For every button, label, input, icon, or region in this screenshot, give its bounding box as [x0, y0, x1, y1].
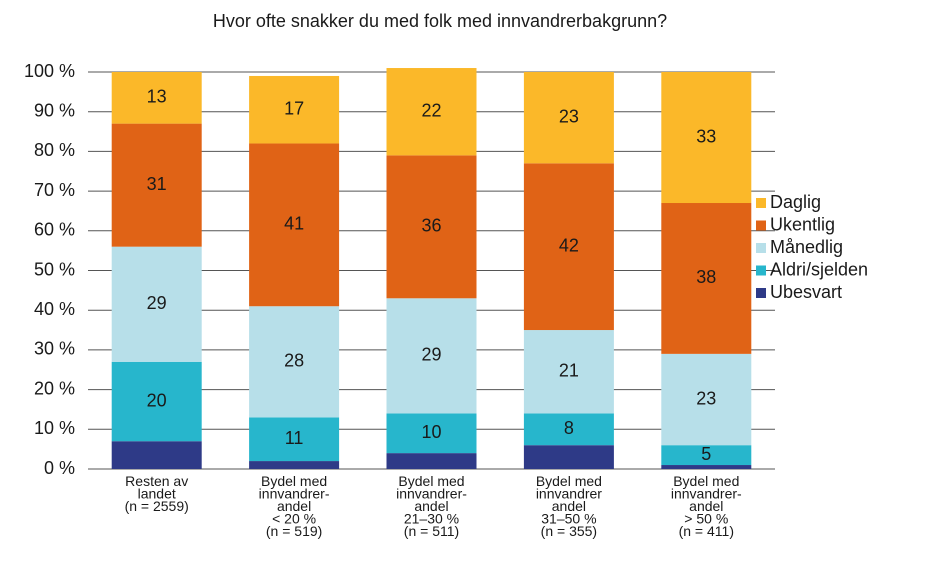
data-label: 8 [564, 418, 574, 438]
data-label: 10 [421, 422, 441, 442]
bar-segment [523, 445, 614, 469]
bar-segment [249, 417, 340, 462]
y-tick-label: 30 % [34, 339, 75, 359]
data-label: 21 [559, 360, 579, 380]
legend-swatch [756, 288, 766, 298]
bar-segment [249, 306, 340, 418]
bar-segment [111, 441, 202, 469]
bar-segment [249, 461, 340, 469]
legend-label: Månedlig [770, 237, 843, 257]
legend-swatch [756, 243, 766, 253]
bar-segment [661, 72, 752, 204]
legend-swatch [756, 220, 766, 231]
bar-segment [386, 155, 477, 299]
y-tick-label: 50 % [34, 259, 75, 279]
data-label: 31 [147, 174, 167, 194]
bar-segment [523, 72, 614, 164]
data-label: 23 [696, 388, 716, 408]
legend-swatch [756, 265, 766, 276]
x-tick-label: Bydel med innvandrer-andel < 20 % (n = 519) [259, 473, 330, 539]
bar-segment [111, 361, 202, 442]
data-label: 17 [284, 98, 304, 118]
legend-label: Aldri/sjelden [770, 259, 868, 279]
y-tick-label: 40 % [34, 299, 75, 319]
legend-label: Ubesvart [770, 282, 842, 302]
bar-segment [249, 75, 340, 144]
y-tick-label: 100 % [24, 61, 75, 81]
data-label: 28 [284, 351, 304, 371]
legend-label: Ukentlig [770, 214, 835, 234]
y-tick-label: 70 % [34, 180, 75, 200]
bar-segment [111, 246, 202, 362]
x-tick-label: Bydel med innvandrer-andel > 50 % (n = 411) [671, 473, 742, 539]
data-label: 42 [559, 235, 579, 255]
data-label: 41 [284, 214, 304, 234]
chart-title: Hvor ofte snakker du med folk med innvan… [213, 11, 667, 31]
data-label: 29 [147, 293, 167, 313]
bar-segment [661, 445, 752, 466]
bar-segment [523, 163, 614, 331]
bar-segment [386, 413, 477, 454]
data-label: 23 [559, 106, 579, 126]
y-tick-label: 80 % [34, 140, 75, 160]
y-tick-label: 60 % [34, 220, 75, 240]
data-label: 29 [421, 345, 441, 365]
x-tick-label: Bydel med innvandrer andel 31–50 % (n = 355) [536, 473, 602, 539]
bar-segment [523, 330, 614, 414]
x-tick-label: Resten av landet (n = 2559) [125, 473, 189, 514]
bar-segment [111, 123, 202, 247]
data-label: 22 [421, 100, 441, 120]
bar-segment [661, 203, 752, 354]
bar-segment [661, 465, 752, 469]
legend-label: Daglig [770, 192, 821, 212]
bar-segment [523, 413, 614, 446]
data-label: 38 [696, 267, 716, 287]
y-tick-label: 90 % [34, 100, 75, 120]
y-tick-label: 10 % [34, 418, 75, 438]
bar-segment [386, 68, 477, 156]
data-label: 11 [285, 428, 304, 448]
bar-segment [111, 72, 202, 124]
data-label: 5 [701, 444, 711, 464]
x-tick-label: Bydel med innvandrer-andel 21–30 % (n = 511… [396, 473, 467, 539]
y-tick-label: 0 % [44, 458, 75, 478]
data-label: 20 [147, 390, 167, 410]
legend-swatch [756, 198, 766, 208]
bar-segment [661, 353, 752, 446]
data-label: 36 [421, 216, 441, 236]
y-tick-label: 20 % [34, 378, 75, 398]
bar-segment [386, 453, 477, 469]
data-label: 13 [147, 87, 167, 107]
bar-segment [249, 143, 340, 307]
bar-segment [386, 298, 477, 414]
data-label: 33 [696, 126, 716, 146]
